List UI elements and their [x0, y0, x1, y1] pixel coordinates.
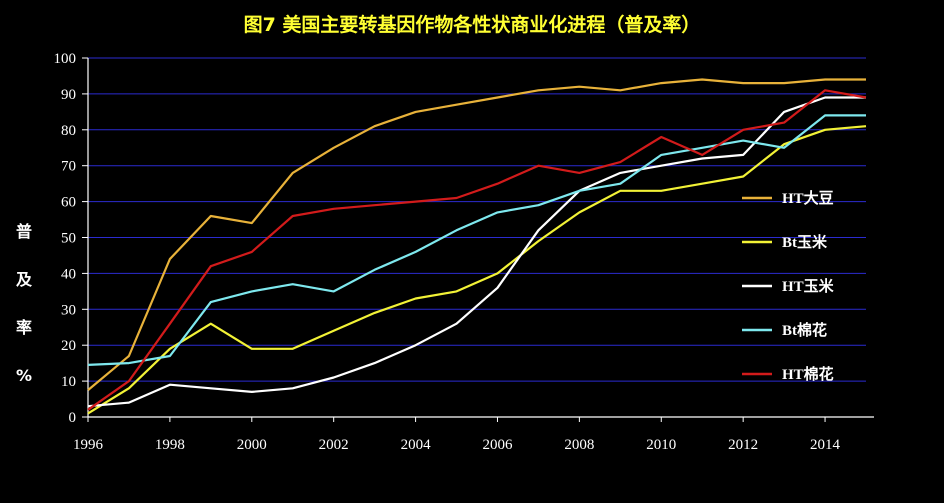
legend-label: Bt棉花 [782, 321, 827, 339]
y-axis-label: 普 及 率 % [12, 196, 36, 412]
x-tick-label: 1998 [155, 437, 185, 453]
y-axis-label-char: 率 [15, 318, 32, 337]
chart-title: 图7 美国主要转基因作物各性状商业化进程（普及率） [243, 14, 701, 36]
x-tick-label: 2006 [482, 437, 513, 453]
axes [82, 57, 874, 422]
y-axis-label-char: 及 [15, 270, 32, 289]
x-tick-label: 2004 [401, 437, 432, 453]
series-line [87, 114, 866, 366]
y-tick-label: 40 [61, 266, 76, 282]
y-tick-label: 50 [61, 231, 76, 247]
y-tick-label: 90 [61, 87, 76, 103]
x-tick-label: 1996 [73, 437, 104, 453]
x-tick-labels: 1996 1998 2000 2002 2004 2006 2008 2010 2012 2014 [73, 437, 841, 453]
y-tick-label: 80 [61, 123, 76, 139]
x-tick-label: 2012 [728, 437, 758, 453]
x-tick-label: 2000 [237, 437, 267, 453]
x-tick-label: 2002 [319, 437, 349, 453]
x-tick-label: 2014 [810, 437, 841, 453]
series-line [87, 96, 866, 408]
legend-label: Bt玉米 [782, 233, 828, 251]
legend: HT大豆 Bt玉米 HT玉米 Bt棉花 HT棉花 [742, 189, 835, 383]
grid-lines [88, 57, 866, 382]
series-line [87, 125, 867, 415]
y-tick-label: 70 [61, 159, 76, 175]
y-tick-label: 60 [61, 195, 76, 211]
y-tick-label: 0 [69, 410, 77, 426]
x-tick-label: 2010 [646, 437, 676, 453]
legend-label: HT大豆 [782, 189, 834, 207]
legend-label: HT棉花 [782, 365, 834, 383]
y-tick-label: 10 [61, 374, 76, 390]
y-axis-label-char: % [15, 366, 33, 385]
y-tick-label: 20 [61, 338, 76, 354]
series-line [87, 78, 866, 391]
series-lines [87, 78, 867, 415]
y-tick-label: 100 [54, 51, 77, 67]
legend-label: HT玉米 [782, 277, 835, 295]
y-axis-label-char: 普 [15, 222, 32, 241]
y-tick-labels: 0 10 20 30 40 50 60 70 80 90 100 [54, 51, 77, 426]
y-tick-label: 30 [61, 302, 76, 318]
x-tick-label: 2008 [564, 437, 594, 453]
series-line [87, 89, 867, 411]
